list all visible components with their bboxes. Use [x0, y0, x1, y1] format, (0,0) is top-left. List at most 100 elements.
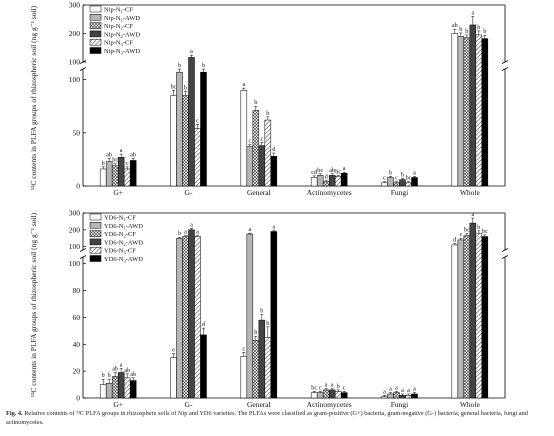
significance-letter: b: [202, 62, 205, 69]
significance-letter: a: [413, 169, 416, 176]
significance-letter: b: [266, 320, 269, 327]
bar: [451, 244, 459, 399]
x-tick-label: General: [247, 188, 271, 197]
significance-letter: c: [319, 384, 322, 391]
legend-swatch: [89, 238, 102, 246]
y-tick-label: 100: [69, 259, 81, 268]
bar: [176, 237, 183, 399]
bar: [381, 182, 388, 187]
significance-letter: b: [477, 24, 480, 31]
bar: [200, 71, 207, 187]
bar: [252, 110, 260, 187]
x-tick-label: Whole: [460, 188, 481, 197]
significance-letter: b: [459, 26, 462, 33]
bar: [463, 37, 471, 187]
x-tick-label: Actinomycetes: [307, 188, 352, 197]
bar: [252, 340, 260, 399]
legend-label: YD6-N1-CF: [104, 215, 136, 223]
y-tick-label: 100: [69, 75, 81, 84]
bar: [264, 337, 272, 399]
significance-letter: a: [401, 387, 404, 394]
bar: [200, 334, 207, 399]
x-tick-label: General: [247, 400, 271, 409]
bar: [340, 172, 348, 187]
significance-letter: a: [383, 388, 386, 395]
legend-swatch: [89, 230, 102, 237]
significance-letter: b: [465, 28, 468, 35]
bar: [258, 319, 266, 399]
significance-letter: c: [196, 117, 199, 124]
legend-label: Nip-N2-CF: [104, 23, 133, 31]
y-tick-label: 100: [69, 58, 81, 67]
panel-yd6: 0 20 40 60 80 100 100 200 300 ¹³C contents in PLF…: [29, 209, 509, 409]
bar: [182, 236, 189, 399]
bar: [188, 229, 195, 399]
legend-label: YD6-N3-CF: [104, 248, 136, 256]
bar: [381, 396, 388, 399]
bar: [451, 33, 459, 187]
significance-letter: bc: [406, 175, 412, 182]
significance-letter: ab: [329, 167, 335, 174]
significance-letter: bc: [482, 228, 488, 235]
significance-letter: ab: [112, 365, 118, 372]
significance-letter: a: [325, 382, 328, 389]
legend-swatch: [89, 213, 102, 221]
significance-letter: a: [120, 147, 123, 154]
significance-letter: b: [102, 160, 105, 167]
significance-letter: b: [178, 62, 181, 69]
significance-letter: a: [272, 224, 275, 231]
legend-swatch: [89, 22, 102, 29]
significance-letter: ab: [452, 22, 458, 29]
significance-letter: a: [413, 386, 416, 393]
y-tick-label: 0: [76, 394, 80, 403]
bar: [405, 182, 412, 187]
bar: [105, 161, 113, 187]
bar: [258, 145, 266, 187]
axis-break-mark: [501, 248, 509, 252]
bar: [176, 71, 183, 187]
significance-letter: d: [325, 174, 329, 181]
bar: [411, 177, 418, 187]
y-axis-label: ¹³C contents in PLFA groups of rhizosphe…: [29, 5, 38, 190]
bar: [399, 395, 406, 399]
bar: [463, 235, 471, 399]
significance-letter: d: [202, 321, 206, 328]
significance-letter: a: [190, 221, 193, 228]
significance-letter: c: [248, 138, 251, 145]
significance-letter: b: [483, 28, 486, 35]
y-tick-label: 200: [69, 29, 81, 38]
legend-swatch: [89, 222, 102, 229]
legend-label: YD6-N2-CF: [104, 231, 136, 239]
significance-letter: b: [401, 172, 404, 179]
significance-letter: a: [196, 229, 199, 236]
axis-break-mark: [501, 60, 509, 64]
bar: [393, 182, 400, 187]
significance-letter: b: [254, 329, 257, 336]
significance-letter: c: [242, 345, 245, 352]
significance-letter: b: [389, 169, 392, 176]
legend-label: Nip-N3-CF: [104, 40, 133, 48]
axis-break-mark: [79, 67, 87, 71]
significance-letter: a: [120, 361, 123, 368]
bar: [334, 176, 342, 187]
x-tick-label: Whole: [460, 400, 481, 409]
bar: [188, 57, 195, 187]
significance-letter: a: [407, 387, 410, 394]
bar: [246, 146, 254, 187]
significance-letter: c: [126, 160, 129, 167]
bar: [475, 34, 483, 187]
significance-letter: b: [337, 383, 340, 390]
legend-swatch: [89, 246, 102, 254]
significance-letter: a: [395, 384, 398, 391]
bar: [129, 380, 137, 399]
bar: [99, 384, 107, 399]
legend-swatch: [89, 30, 102, 38]
significance-letter: a: [471, 211, 474, 218]
bar: [481, 236, 489, 399]
figure-caption: Fig. 4. Relative contents of ¹³C PLFA gr…: [6, 409, 550, 427]
bar: [316, 175, 324, 187]
bar: [457, 239, 465, 399]
significance-letter: b: [184, 84, 187, 91]
x-tick-label: Fungi: [391, 400, 409, 409]
significance-letter: a: [343, 165, 346, 172]
